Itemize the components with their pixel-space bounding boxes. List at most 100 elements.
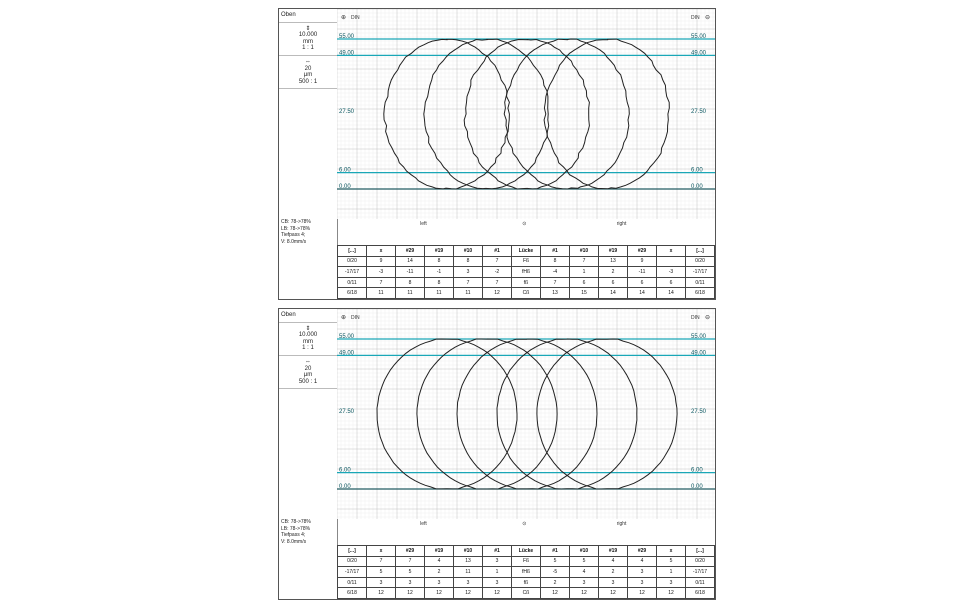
col-header: #19 [425,246,454,257]
cell: 6 [570,277,599,288]
cell: Cß [512,588,541,599]
cell: 7 [541,277,570,288]
col-header: x [657,246,686,257]
table-row: -17/17-3-11-13-2fHß-412-11-3-17/17 [338,267,715,278]
lbl-center-icon: ⊙ [522,221,526,227]
cell: 12 [483,288,512,299]
cell: 3 [454,577,483,588]
col-header: Lücke [512,246,541,257]
cell: 14 [599,288,628,299]
data-table-2: [...]x#29#19#10#1Lücke#1#10#19#29x[...]0… [337,545,715,599]
lbl-right: right [617,521,627,527]
cell: 1 [483,567,512,578]
param-line: V: 8.0mm/s [281,539,311,546]
cell: 0/11 [686,577,715,588]
cell: 7 [483,256,512,267]
cell: 12 [367,588,396,599]
cell: 3 [425,577,454,588]
cell: 12 [454,588,483,599]
cell: 0/20 [338,256,367,267]
cell: 4 [599,556,628,567]
cell: fHß [512,267,541,278]
svg-text:6.00: 6.00 [339,168,351,174]
cell: -4 [541,267,570,278]
scale-mid-ratio: 500 : 1 [280,79,336,86]
cell: 11 [396,288,425,299]
scale-block-mid: ⇔ 20 μm 500 : 1 [279,356,337,389]
col-header: #29 [396,546,425,557]
col-header: #1 [483,546,512,557]
cell: -17/17 [338,567,367,578]
cell: 8 [425,256,454,267]
svg-text:49.00: 49.00 [691,350,707,356]
cell: 12 [396,588,425,599]
svg-text:27.50: 27.50 [339,409,355,415]
profile-plot-1: ⊕⊖DINDIN55.0049.0027.506.000.0055.0049.0… [337,9,715,219]
panel-title: Oben [279,309,337,323]
lbl-left: left [420,521,427,527]
svg-text:6.00: 6.00 [691,468,703,474]
cell: 4 [425,556,454,567]
param-line: CB: 78->78% [281,219,311,226]
col-header: [...] [686,546,715,557]
col-header: #10 [454,246,483,257]
scale-top-unit: mm [280,339,336,346]
cell: 14 [396,256,425,267]
svg-text:49.00: 49.00 [339,50,355,56]
cell: -2 [483,267,512,278]
cell: 0/11 [338,577,367,588]
col-header: [...] [338,546,367,557]
cell: 8 [541,256,570,267]
cell: 4 [628,556,657,567]
col-header: x [367,246,396,257]
cell: 6/18 [338,288,367,299]
cell: -3 [367,267,396,278]
svg-text:55.00: 55.00 [691,334,707,340]
table-row: 6/181111111112Cß13151414146/18 [338,288,715,299]
svg-text:DIN: DIN [351,315,360,321]
cell: 5 [367,567,396,578]
cell: 0/11 [686,277,715,288]
cell: 6/18 [338,588,367,599]
cell: 0/20 [686,256,715,267]
cell: -17/17 [686,567,715,578]
cell: 3 [483,577,512,588]
cell: fß [512,577,541,588]
cell: 6 [657,277,686,288]
cell [657,256,686,267]
col-header: x [657,546,686,557]
cell: 0/20 [338,556,367,567]
measurement-panel-1: Oben ⇕ 10.000 mm 1 : 1 ⇔ 20 μm 500 : 1 C… [278,8,716,300]
table-row: -17/17552111fHß-54231-17/17 [338,567,715,578]
column-group-labels: left ⊙ right [337,221,715,231]
cell: 5 [657,556,686,567]
cell: 3 [628,567,657,578]
scale-mid-unit: μm [280,372,336,379]
col-header: #19 [599,246,628,257]
svg-text:27.50: 27.50 [339,109,355,115]
cell: Cß [512,288,541,299]
scale-mid-ratio: 500 : 1 [280,379,336,386]
scale-mid-unit: μm [280,72,336,79]
svg-text:6.00: 6.00 [339,468,351,474]
symbol-horiz-icon: ⇔ [280,59,336,66]
cell: 3 [483,556,512,567]
scale-top-value: 10.000 [280,332,336,339]
svg-text:55.00: 55.00 [339,34,355,40]
cell: 6 [628,277,657,288]
cell: -3 [657,267,686,278]
filter-params: CB: 78->78% LB: 78->78% Tiefpass 4; V: 8… [281,519,311,545]
scale-top-ratio: 1 : 1 [280,45,336,52]
cell: 6 [599,277,628,288]
cell: 5 [570,556,599,567]
symbol-horiz-icon: ⇔ [280,359,336,366]
cell: 3 [570,577,599,588]
cell: 9 [628,256,657,267]
lbl-center-icon: ⊙ [522,521,526,527]
svg-text:DIN: DIN [351,15,360,21]
col-header: #10 [570,546,599,557]
cell: 12 [599,588,628,599]
table-row: 6/181212121212Cß12121212126/18 [338,588,715,599]
cell: 0/20 [686,556,715,567]
cell: 4 [570,567,599,578]
